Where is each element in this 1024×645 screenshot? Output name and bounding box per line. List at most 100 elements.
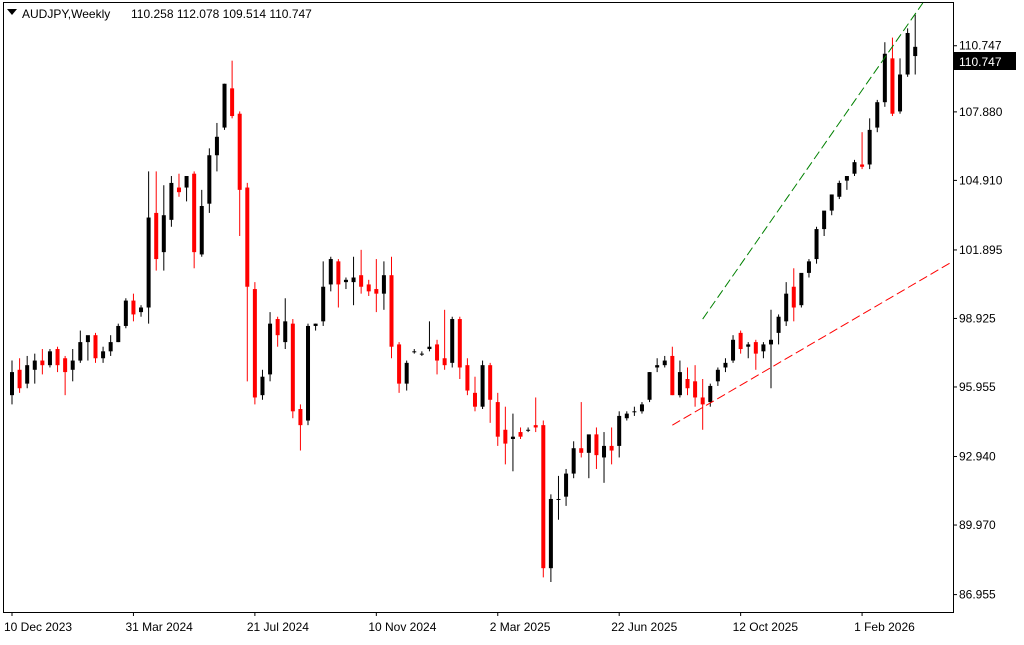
- candle-body: [913, 46, 918, 57]
- candle: [799, 272, 804, 308]
- candle-body: [366, 284, 371, 292]
- candle: [769, 309, 773, 389]
- candle-body: [404, 362, 409, 384]
- price-axis[interactable]: 110.747 107.880 104.910 101.895 98.925 95.955…: [953, 39, 1003, 602]
- candle-body: [184, 176, 189, 188]
- candle-body: [154, 212, 159, 260]
- candle: [404, 360, 409, 391]
- candle: [913, 14, 918, 75]
- candle-body: [465, 365, 470, 391]
- plot-frame: [3, 2, 954, 613]
- candle-body: [784, 293, 789, 322]
- candle-body: [898, 74, 903, 112]
- candle: [268, 312, 273, 382]
- candle-body: [32, 360, 37, 370]
- candle: [571, 441, 576, 479]
- candle: [875, 99, 880, 133]
- candle: [252, 282, 257, 405]
- candle-body: [624, 413, 629, 419]
- candle: [533, 397, 538, 433]
- candle: [480, 360, 485, 409]
- candle: [685, 367, 690, 396]
- candle-body: [192, 173, 197, 253]
- last-price-marker: 110.747: [954, 52, 1016, 70]
- x-tick-label: 12 Oct 2025: [733, 620, 799, 634]
- candle: [25, 355, 30, 389]
- candle: [359, 249, 364, 294]
- last-price-box: [954, 52, 1016, 70]
- candle-body: [381, 275, 386, 294]
- candle-body: [328, 259, 333, 285]
- candle-body: [548, 498, 553, 569]
- y-tick-label: 107.880: [959, 105, 1003, 119]
- candle: [298, 404, 303, 451]
- candle: [662, 355, 667, 368]
- candle-body: [852, 162, 857, 174]
- candle-body: [564, 473, 569, 497]
- candle: [237, 111, 242, 236]
- candle: [852, 159, 857, 177]
- x-tick-label: 31 Mar 2024: [125, 620, 193, 634]
- candle-body: [700, 397, 705, 405]
- candle: [222, 83, 227, 130]
- candle: [176, 173, 181, 197]
- candle: [139, 305, 144, 317]
- candle-body: [594, 434, 599, 456]
- candle-body: [510, 436, 515, 439]
- trendline[interactable]: [702, 2, 924, 320]
- candle: [427, 321, 432, 352]
- y-tick-label: 101.895: [959, 243, 1003, 257]
- time-axis[interactable]: 10 Dec 2023 31 Mar 2024 21 Jul 2024 10 Nov …: [4, 612, 915, 634]
- candle: [40, 349, 45, 375]
- candle: [548, 494, 553, 583]
- candle-body: [761, 344, 766, 352]
- candle-body: [822, 210, 827, 230]
- candle: [472, 376, 477, 412]
- candle-body: [25, 365, 30, 384]
- candle-body: [791, 286, 796, 308]
- candle-body: [844, 176, 849, 181]
- candle: [715, 367, 720, 386]
- candle: [207, 148, 212, 213]
- candle-body: [723, 362, 728, 368]
- candle: [609, 427, 614, 465]
- candle-body: [275, 319, 280, 336]
- candle-body: [397, 344, 402, 384]
- candle: [214, 122, 219, 172]
- candle: [63, 355, 68, 396]
- candle-body: [579, 448, 584, 453]
- candle: [351, 256, 356, 306]
- candle: [321, 261, 326, 326]
- candle-body: [677, 372, 682, 396]
- candle: [898, 58, 903, 114]
- candle: [199, 189, 204, 257]
- candle-body: [427, 346, 432, 350]
- candle: [837, 180, 842, 200]
- candle-body: [526, 429, 531, 431]
- candle-body: [837, 182, 842, 197]
- y-tick-label: 92.940: [959, 450, 996, 464]
- candle-body: [389, 275, 394, 347]
- trendline[interactable]: [672, 260, 954, 426]
- candle-body: [321, 286, 326, 322]
- candle: [465, 358, 470, 396]
- candle: [503, 406, 508, 465]
- candle: [397, 342, 402, 393]
- candle: [123, 298, 128, 329]
- y-tick-label: 89.970: [959, 518, 996, 532]
- x-tick-label: 21 Jul 2024: [247, 620, 309, 634]
- candle-body: [799, 272, 804, 306]
- candle: [442, 309, 447, 370]
- x-tick-label: 1 Feb 2026: [854, 620, 915, 634]
- candle: [488, 362, 493, 423]
- candle: [343, 277, 348, 290]
- dropdown-triangle-icon[interactable]: [7, 9, 17, 15]
- candle: [381, 261, 386, 310]
- candle-body: [769, 339, 773, 345]
- candle-body: [609, 445, 614, 451]
- candle: [306, 323, 311, 426]
- candle-body: [655, 365, 660, 368]
- candle-body: [586, 434, 591, 453]
